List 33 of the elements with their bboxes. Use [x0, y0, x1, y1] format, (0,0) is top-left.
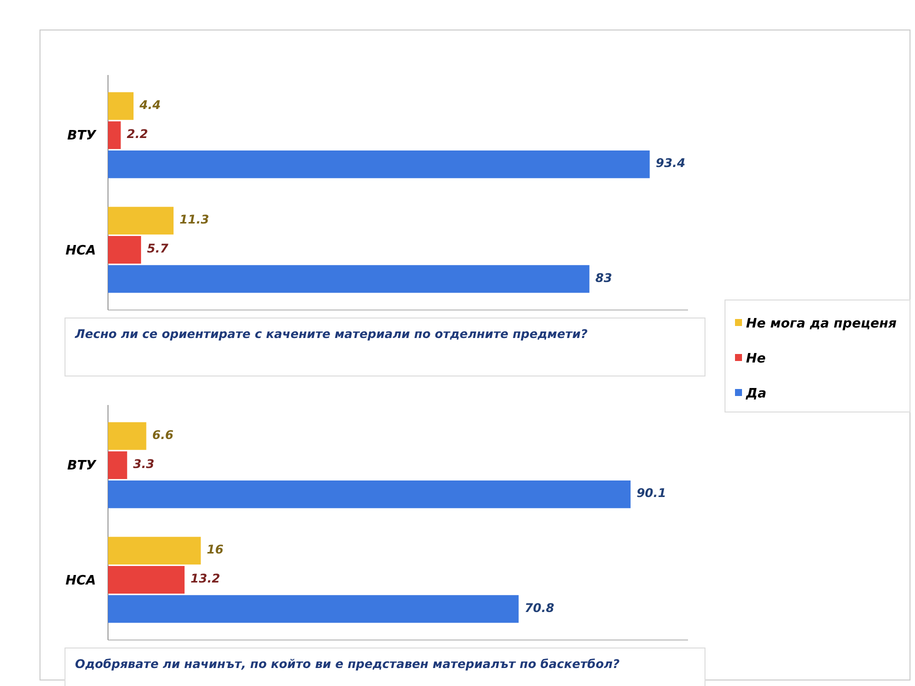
legend-label: Да	[745, 386, 766, 402]
y-tick-label: ВТУ	[67, 458, 97, 474]
bar	[108, 566, 185, 594]
data-label: 13.2	[190, 572, 220, 586]
y-tick-label: НСА	[66, 243, 96, 258]
bar	[108, 206, 174, 235]
text: Одобрявате ли начинът, по който ви е представен материалът по баскетбол?	[75, 657, 620, 671]
bar	[108, 236, 142, 264]
bar	[108, 422, 146, 450]
data-label: 90.1	[636, 486, 666, 500]
bar	[108, 150, 650, 178]
legend-label: Не мога да преценя	[746, 316, 897, 332]
bar	[108, 536, 201, 565]
data-label: 93.4	[656, 156, 686, 170]
bar	[108, 480, 631, 508]
data-label: 70.8	[524, 600, 554, 615]
bar	[108, 265, 590, 293]
bar	[108, 595, 519, 623]
data-label: 83	[595, 270, 612, 285]
data-label: 16	[206, 542, 224, 556]
data-label: 11.3	[180, 212, 210, 226]
data-label: 3.3	[133, 457, 154, 471]
legend-label: Не	[746, 352, 766, 367]
bar	[108, 451, 128, 480]
bar	[108, 121, 121, 150]
data-label: 4.4	[138, 98, 161, 112]
data-label: 5.7	[147, 242, 169, 256]
data-label: 6.6	[152, 428, 174, 442]
bar	[108, 92, 134, 120]
y-tick-label: НСА	[66, 573, 96, 588]
y-tick-label: ВТУ	[67, 128, 97, 144]
text: Лесно ли се ориентирате с качените материали по отделните предмети?	[74, 327, 588, 341]
data-label: 2.2	[126, 127, 148, 141]
